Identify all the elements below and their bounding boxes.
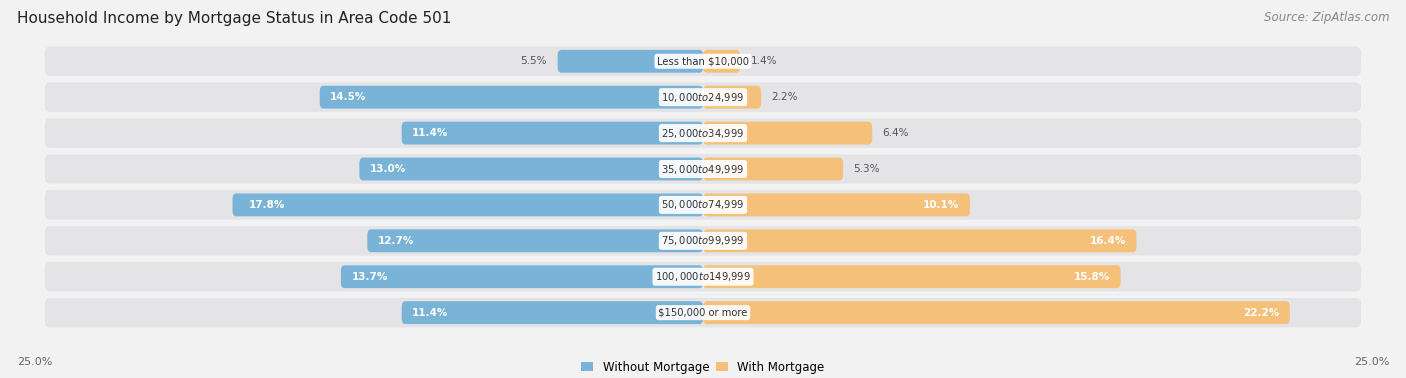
FancyBboxPatch shape bbox=[558, 50, 703, 73]
FancyBboxPatch shape bbox=[703, 158, 844, 180]
FancyBboxPatch shape bbox=[45, 190, 1361, 220]
Text: 5.5%: 5.5% bbox=[520, 56, 547, 66]
Text: Source: ZipAtlas.com: Source: ZipAtlas.com bbox=[1264, 11, 1389, 24]
FancyBboxPatch shape bbox=[703, 194, 970, 216]
Text: 22.2%: 22.2% bbox=[1243, 308, 1279, 318]
Text: 10.1%: 10.1% bbox=[924, 200, 959, 210]
Text: 13.0%: 13.0% bbox=[370, 164, 406, 174]
Text: 17.8%: 17.8% bbox=[249, 200, 285, 210]
Text: $150,000 or more: $150,000 or more bbox=[658, 308, 748, 318]
Text: 25.0%: 25.0% bbox=[1354, 357, 1389, 367]
FancyBboxPatch shape bbox=[45, 46, 1361, 76]
FancyBboxPatch shape bbox=[319, 86, 703, 108]
FancyBboxPatch shape bbox=[45, 154, 1361, 184]
Text: 14.5%: 14.5% bbox=[330, 92, 367, 102]
FancyBboxPatch shape bbox=[367, 229, 703, 252]
FancyBboxPatch shape bbox=[703, 265, 1121, 288]
Text: $75,000 to $99,999: $75,000 to $99,999 bbox=[661, 234, 745, 247]
Text: 25.0%: 25.0% bbox=[17, 357, 52, 367]
Text: 1.4%: 1.4% bbox=[751, 56, 778, 66]
FancyBboxPatch shape bbox=[703, 122, 872, 144]
Text: 15.8%: 15.8% bbox=[1074, 272, 1111, 282]
FancyBboxPatch shape bbox=[402, 301, 703, 324]
Text: 16.4%: 16.4% bbox=[1090, 236, 1126, 246]
FancyBboxPatch shape bbox=[402, 122, 703, 144]
Text: Household Income by Mortgage Status in Area Code 501: Household Income by Mortgage Status in A… bbox=[17, 11, 451, 26]
Text: Less than $10,000: Less than $10,000 bbox=[657, 56, 749, 66]
Text: 12.7%: 12.7% bbox=[378, 236, 415, 246]
Text: 5.3%: 5.3% bbox=[853, 164, 880, 174]
FancyBboxPatch shape bbox=[232, 194, 703, 216]
Text: $25,000 to $34,999: $25,000 to $34,999 bbox=[661, 127, 745, 139]
Text: $10,000 to $24,999: $10,000 to $24,999 bbox=[661, 91, 745, 104]
Text: $50,000 to $74,999: $50,000 to $74,999 bbox=[661, 198, 745, 211]
FancyBboxPatch shape bbox=[360, 158, 703, 180]
FancyBboxPatch shape bbox=[703, 86, 761, 108]
FancyBboxPatch shape bbox=[45, 226, 1361, 256]
Text: 2.2%: 2.2% bbox=[772, 92, 799, 102]
Text: $100,000 to $149,999: $100,000 to $149,999 bbox=[655, 270, 751, 283]
FancyBboxPatch shape bbox=[45, 82, 1361, 112]
Text: $35,000 to $49,999: $35,000 to $49,999 bbox=[661, 163, 745, 175]
FancyBboxPatch shape bbox=[45, 298, 1361, 327]
Text: 13.7%: 13.7% bbox=[352, 272, 388, 282]
FancyBboxPatch shape bbox=[45, 262, 1361, 291]
Text: 11.4%: 11.4% bbox=[412, 308, 449, 318]
Text: 6.4%: 6.4% bbox=[883, 128, 910, 138]
FancyBboxPatch shape bbox=[703, 229, 1136, 252]
Legend: Without Mortgage, With Mortgage: Without Mortgage, With Mortgage bbox=[576, 356, 830, 378]
FancyBboxPatch shape bbox=[703, 301, 1289, 324]
FancyBboxPatch shape bbox=[703, 50, 740, 73]
FancyBboxPatch shape bbox=[45, 118, 1361, 148]
Text: 11.4%: 11.4% bbox=[412, 128, 449, 138]
FancyBboxPatch shape bbox=[340, 265, 703, 288]
